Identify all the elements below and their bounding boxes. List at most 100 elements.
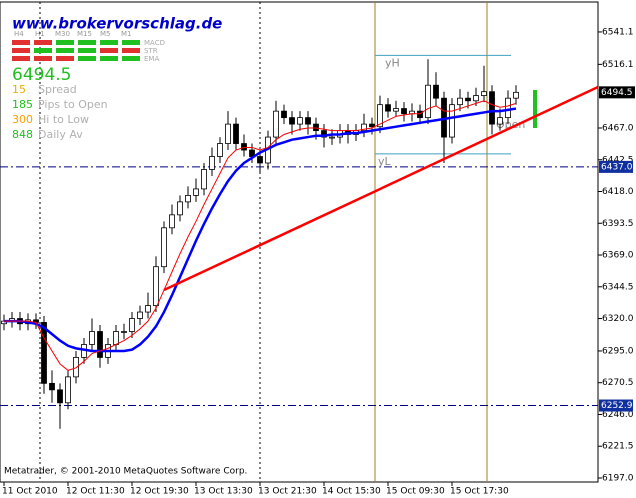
y-tick-label: 6270.5 — [602, 378, 634, 388]
signal — [122, 56, 140, 61]
candle-body — [121, 331, 127, 333]
signal — [100, 40, 118, 45]
candle-body — [257, 156, 263, 164]
x-tick-label: 15 Oct 09:30 — [386, 487, 445, 497]
range-low-label: yL — [378, 155, 392, 168]
signal — [34, 56, 52, 61]
copyright: Metatrader, © 2001-2010 MetaQuotes Softw… — [4, 467, 247, 477]
info-label: Daily Av — [38, 128, 83, 141]
candle-body — [289, 117, 295, 125]
candle-body — [393, 108, 399, 112]
candle-body — [321, 130, 327, 138]
candle-body — [97, 331, 103, 358]
timeframe: H4 — [14, 30, 24, 38]
last-price-tag — [599, 86, 635, 99]
y-tick-label: 6246.0 — [602, 410, 634, 420]
signal — [122, 40, 140, 45]
y-tick-label: 6541.1 — [602, 27, 634, 37]
y-tick-label: 6516.1 — [602, 60, 634, 70]
candle-body — [113, 331, 119, 345]
candle-body — [209, 156, 215, 170]
candle-body — [473, 95, 479, 102]
candle-body — [457, 97, 463, 106]
moving-average — [4, 107, 517, 353]
y-tick-label: 6320.0 — [602, 314, 634, 324]
candle-body — [177, 201, 183, 216]
candle-body — [417, 110, 423, 119]
moving-average — [4, 100, 517, 371]
info-value: 185 — [12, 98, 33, 111]
level-tag — [599, 399, 633, 412]
candle-body — [153, 266, 159, 306]
info-value: 15 — [12, 83, 26, 96]
candle-body — [273, 110, 279, 138]
candle-body — [369, 123, 375, 128]
signal-grid — [12, 40, 140, 61]
x-tick-label: 13 Oct 21:30 — [258, 487, 317, 497]
x-tick-label: 14 Oct 15:30 — [322, 487, 381, 497]
y-tick-label: 6369.0 — [602, 251, 634, 261]
info-label: Spread — [38, 83, 77, 96]
range-high-label: yH — [385, 56, 400, 69]
signal — [12, 40, 30, 45]
candle-body — [401, 108, 407, 115]
signal — [56, 48, 74, 53]
header: www.brokervorschlag.de H4 H1 M30 M15 M5 … — [12, 15, 222, 141]
signal — [12, 48, 30, 53]
candle-body — [73, 357, 79, 378]
candle-body — [201, 169, 207, 190]
signal — [34, 40, 52, 45]
candle-body — [57, 389, 63, 404]
candle-body — [137, 311, 143, 319]
candle-body — [361, 123, 367, 131]
level-label: 6252.9 — [601, 401, 633, 411]
signal — [78, 40, 96, 45]
info-label: Pips to Open — [38, 98, 108, 111]
x-tick-label: 11 Oct 2010 — [2, 487, 58, 497]
candle-body — [297, 117, 303, 125]
y-tick-label: 6295.0 — [602, 346, 634, 356]
price: 6494.5 — [12, 65, 71, 85]
candle-body — [241, 143, 247, 151]
timeframe: M15 — [77, 30, 92, 38]
signal — [78, 48, 96, 53]
candle-body — [65, 376, 71, 404]
plot-frame — [0, 1, 599, 483]
candle-body — [217, 143, 223, 157]
candle-body — [481, 91, 487, 96]
y-tick-label: 6344.5 — [602, 282, 634, 292]
site: www.brokervorschlag.de — [12, 15, 222, 33]
y-tick-label: 6418.0 — [602, 187, 634, 197]
info-value: 848 — [12, 128, 33, 141]
signal — [78, 56, 96, 61]
candle-body — [513, 91, 519, 99]
candle-body — [377, 104, 383, 128]
candle-body — [505, 97, 511, 119]
candle-body — [305, 117, 311, 125]
candle-body — [185, 194, 191, 203]
candle-body — [41, 322, 47, 384]
level-label: 6437.0 — [601, 162, 633, 172]
candle-body — [281, 110, 287, 119]
candle-body — [169, 214, 175, 229]
info-label: Hi to Low — [38, 113, 89, 126]
x-tick-label: 15 Oct 17:30 — [450, 487, 509, 497]
indicator-label: EMA — [144, 55, 159, 63]
info-value: 300 — [12, 113, 33, 126]
candle-body — [449, 104, 455, 138]
candle-body — [433, 84, 439, 99]
timeframe: M5 — [100, 30, 111, 38]
signal — [12, 56, 30, 61]
last-price: 6494.5 — [601, 88, 633, 98]
x-tick-label: 13 Oct 13:30 — [194, 487, 253, 497]
signal — [122, 48, 140, 53]
candle-body — [225, 123, 231, 144]
open-label: Open — [496, 118, 525, 131]
candle-body — [425, 84, 431, 119]
candle-body — [145, 305, 151, 313]
candle-body — [313, 123, 319, 131]
level-tag — [599, 160, 633, 173]
y-tick-label: 6442.5 — [602, 155, 634, 165]
